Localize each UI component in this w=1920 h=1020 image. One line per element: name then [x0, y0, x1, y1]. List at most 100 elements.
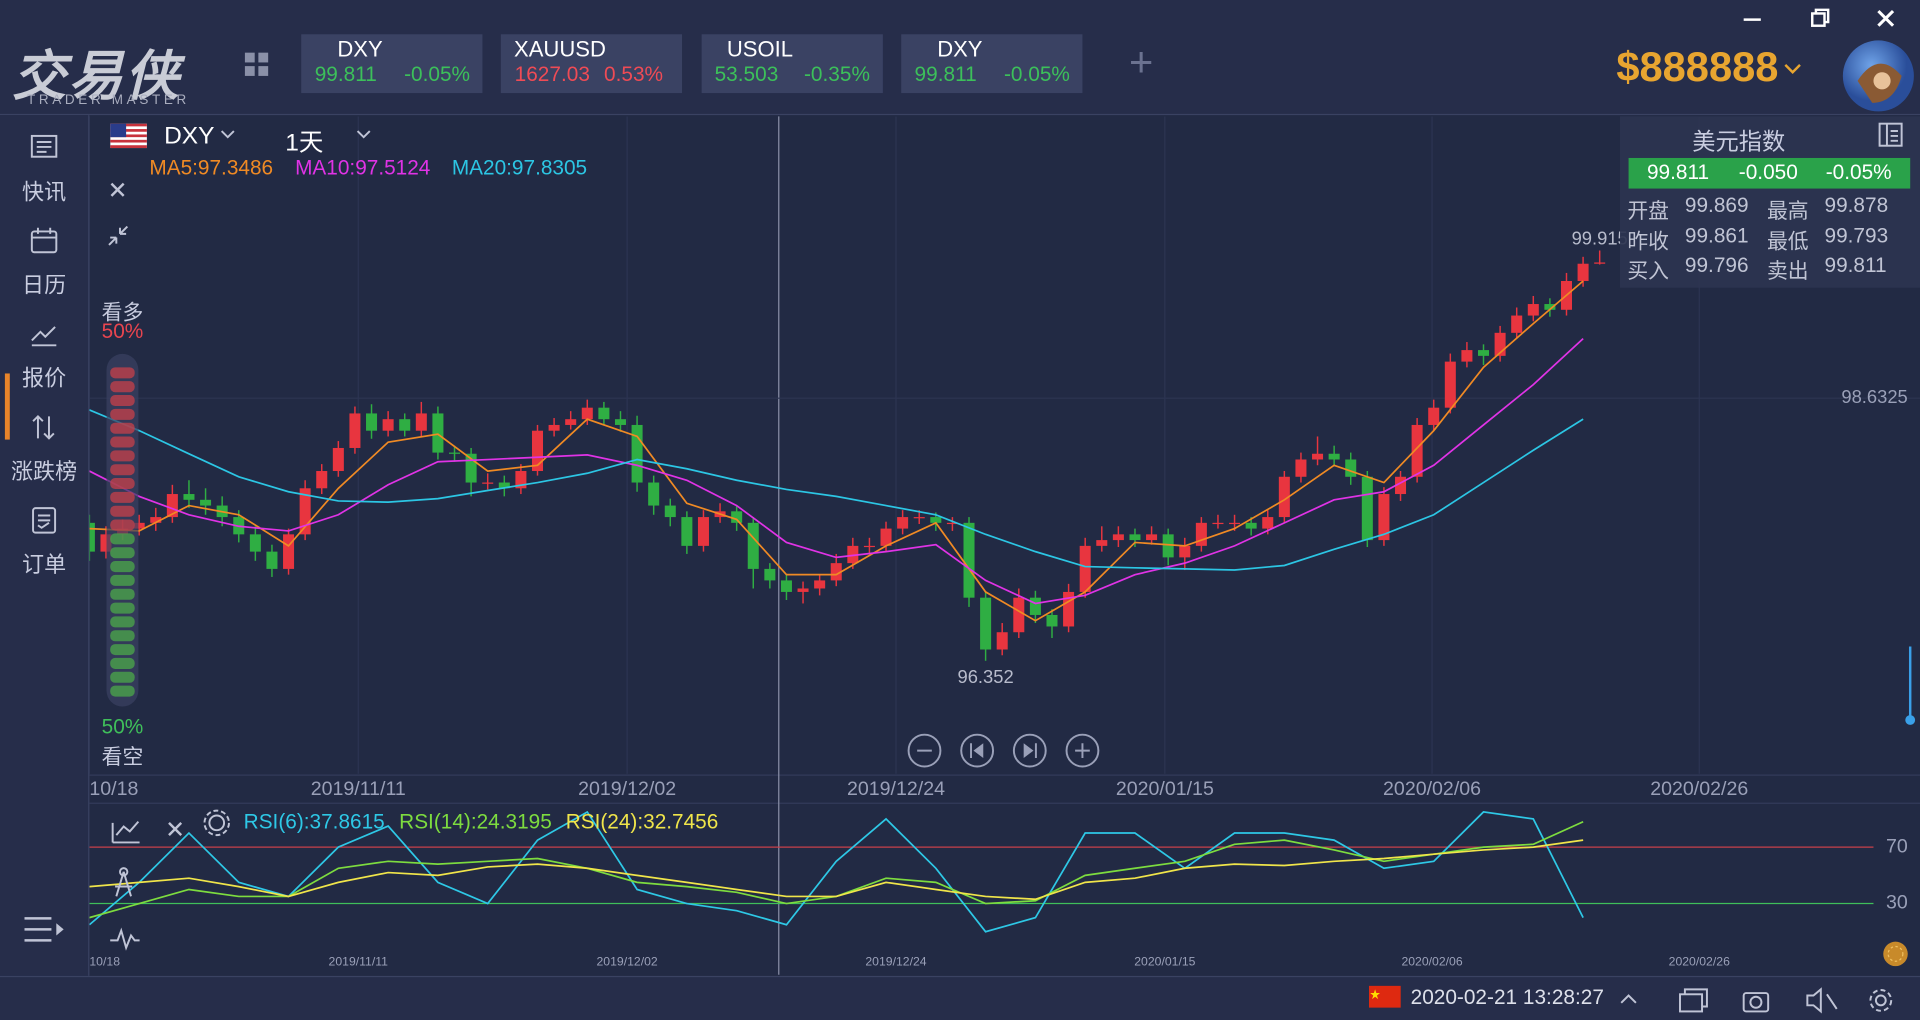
- sidebar-label[interactable]: 涨跌榜: [11, 459, 78, 484]
- candle-body: [1262, 517, 1274, 529]
- candle-body: [814, 580, 826, 589]
- candle-body: [1229, 522, 1241, 525]
- candle-body: [465, 453, 477, 483]
- quote-label: 最低: [1766, 229, 1809, 253]
- legend-entry: RSI(6):37.8615: [244, 810, 385, 833]
- candle-body: [1129, 534, 1141, 541]
- candle-body: [1328, 453, 1340, 460]
- quote-label: 卖出: [1766, 259, 1809, 283]
- period-select[interactable]: 1天: [285, 129, 324, 157]
- candle-body: [797, 588, 809, 592]
- candle-body: [1477, 350, 1490, 356]
- sentiment-segment: [110, 478, 135, 490]
- candle-body: [1146, 534, 1158, 541]
- window-controls[interactable]: [1739, 7, 1910, 31]
- sentiment-segment: [110, 436, 135, 448]
- symbol-dropdown[interactable]: [219, 129, 236, 141]
- quote-label: 开盘: [1627, 199, 1669, 223]
- grid-icon[interactable]: [244, 51, 271, 78]
- sentiment-segment: [110, 644, 135, 656]
- indicator-tools[interactable]: [105, 808, 240, 955]
- status-tools[interactable]: [1619, 987, 1901, 1014]
- ticker-change: -0.05%: [404, 62, 471, 86]
- sentiment-segment: [110, 602, 135, 614]
- ticker-card[interactable]: [301, 34, 483, 94]
- period-dropdown[interactable]: [355, 129, 372, 141]
- candle-body: [399, 419, 411, 431]
- candle-body: [531, 430, 544, 472]
- candle-body: [1411, 424, 1423, 477]
- low-label: 96.352: [958, 666, 1014, 687]
- bull-percent: 50%: [101, 319, 144, 343]
- sidebar-label[interactable]: 订单: [22, 552, 67, 577]
- candle-body: [847, 545, 859, 564]
- plot-area: [89, 116, 1920, 774]
- sentiment-segment: [110, 657, 135, 669]
- y-tick-label: 30: [1886, 892, 1908, 914]
- candle-body: [1295, 459, 1307, 477]
- sidebar-label[interactable]: 快讯: [22, 180, 67, 205]
- sidebar-icon[interactable]: [28, 411, 60, 449]
- sentiment-segment: [110, 561, 135, 573]
- x-tick-label: 2019/12/02: [597, 955, 658, 969]
- candle-body: [880, 528, 892, 546]
- sentiment-segment: [110, 616, 135, 628]
- legend-entry: MA5:97.3486: [149, 156, 273, 179]
- ticker-card[interactable]: [501, 34, 683, 94]
- scroll-handle[interactable]: [1900, 644, 1920, 730]
- candle-body: [548, 424, 560, 431]
- sidebar-label[interactable]: 日历: [22, 273, 67, 298]
- sentiment-segment: [110, 422, 135, 434]
- quote-value: 99.878: [1824, 193, 1889, 217]
- add-ticker[interactable]: +: [1128, 39, 1154, 86]
- drawing-tool[interactable]: [1881, 939, 1910, 968]
- candle-body: [897, 517, 909, 529]
- candle-body: [249, 534, 261, 552]
- logo[interactable]: 交易侠: [12, 46, 182, 107]
- sidebar-icon[interactable]: [28, 318, 60, 356]
- ticker-symbol: DXY: [937, 36, 983, 62]
- candle-body: [166, 494, 178, 518]
- ticker-symbol: XAUUSD: [514, 36, 606, 62]
- menu-toggle[interactable]: [22, 913, 71, 947]
- quote-value: 99.796: [1684, 253, 1749, 277]
- candle-body: [747, 522, 759, 569]
- chart-tools[interactable]: [105, 179, 132, 252]
- sentiment-segment: [110, 519, 135, 531]
- ticker-price: 1627.03: [514, 62, 590, 86]
- sidebar-icon[interactable]: [28, 225, 60, 263]
- icon-glyph: [32, 414, 55, 440]
- candle-body: [89, 522, 95, 552]
- us-flag: [110, 123, 147, 149]
- candle-body: [913, 517, 925, 519]
- sidebar-label[interactable]: 报价: [22, 366, 67, 391]
- avatar[interactable]: [1840, 39, 1916, 112]
- candle-body: [1345, 459, 1357, 477]
- indicator-line: [89, 409, 1584, 571]
- quote-value: 99.793: [1824, 223, 1889, 247]
- candle-body: [1179, 545, 1191, 558]
- icon-glyph: [30, 227, 58, 254]
- candle-body: [681, 517, 693, 546]
- chart-navigation[interactable]: [904, 730, 1107, 772]
- sentiment-segment: [110, 450, 135, 462]
- candle-body: [565, 419, 577, 425]
- quote-price-bar: [1628, 157, 1911, 189]
- candle-body: [946, 522, 958, 525]
- candle-body: [150, 517, 162, 523]
- candle-body: [100, 534, 112, 552]
- symbol-select[interactable]: DXY: [164, 122, 215, 150]
- candle-body: [449, 452, 461, 454]
- sidebar-icon[interactable]: [28, 132, 60, 170]
- x-tick-label: 2019/12/02: [578, 778, 676, 800]
- sidebar-icon[interactable]: [28, 504, 60, 542]
- candle-body: [515, 471, 527, 489]
- balance[interactable]: $888888: [1616, 44, 1779, 91]
- balance-dropdown[interactable]: [1783, 61, 1803, 76]
- candle-body: [349, 413, 361, 448]
- panel-toggle[interactable]: [1877, 121, 1906, 148]
- candle-body: [980, 597, 992, 650]
- ticker-card[interactable]: [701, 34, 883, 94]
- ticker-card[interactable]: [901, 34, 1083, 94]
